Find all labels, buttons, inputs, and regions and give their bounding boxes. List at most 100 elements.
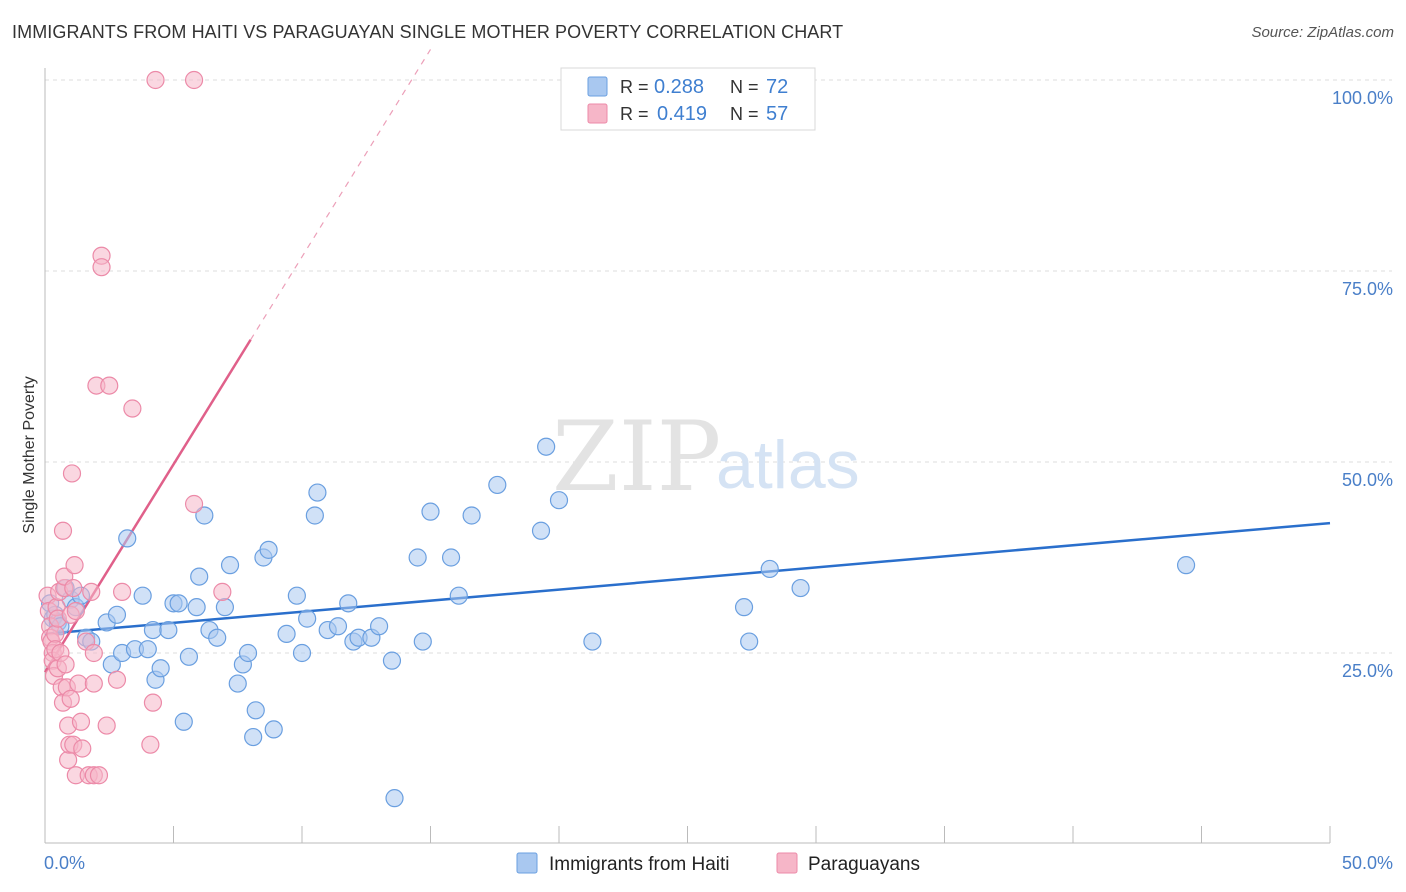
legend-pink-n-value: 57 — [766, 103, 788, 125]
legend-pink-r-label: R = — [620, 104, 649, 124]
data-point — [61, 689, 80, 708]
legend-pink-swatch — [587, 103, 608, 124]
legend-paraguayans-label: Paraguayans — [808, 854, 920, 875]
data-point — [339, 594, 358, 613]
data-point — [123, 399, 142, 418]
data-point — [184, 70, 204, 90]
data-point — [740, 632, 759, 651]
data-point — [89, 766, 109, 785]
data-point — [84, 674, 103, 693]
data-point — [84, 643, 103, 663]
data-point — [69, 674, 88, 693]
data-point — [760, 559, 779, 579]
data-point — [328, 617, 348, 636]
data-point — [138, 640, 157, 659]
x-tick-label-max: 50.0% — [1342, 853, 1393, 873]
legend-blue-swatch — [587, 76, 608, 97]
data-point — [220, 556, 240, 575]
data-point — [305, 506, 324, 525]
data-point — [92, 258, 111, 277]
data-point — [143, 693, 163, 712]
data-point — [298, 609, 317, 628]
data-point — [308, 483, 327, 502]
data-point — [441, 548, 461, 567]
data-point — [259, 540, 278, 559]
data-point — [97, 716, 116, 735]
legend-stats: R = 0.288 N = 72 R = 0.419 N = 57 — [560, 67, 816, 131]
y-tick-label-3: 100.0% — [1332, 88, 1393, 108]
chart-source: Source: ZipAtlas.com — [1251, 24, 1394, 41]
series-paraguayans — [38, 70, 232, 785]
data-point — [238, 643, 258, 663]
trend-line-paraguayans-extension — [250, 49, 432, 341]
data-point — [413, 632, 432, 651]
legend-paraguayans-swatch — [776, 852, 798, 874]
data-point — [549, 491, 569, 510]
data-point — [133, 586, 152, 605]
data-point — [531, 521, 551, 540]
legend-blue-r-value: 0.288 — [654, 76, 704, 98]
data-point — [141, 735, 160, 754]
gridlines — [45, 79, 1392, 654]
data-point — [264, 720, 283, 739]
data-point — [159, 620, 178, 640]
y-tick-labels: 25.0% 50.0% 75.0% 100.0% — [1332, 88, 1393, 681]
data-point — [100, 376, 119, 395]
data-point — [791, 578, 810, 598]
data-point — [107, 605, 127, 624]
watermark-atlas: atlas — [716, 427, 860, 503]
data-point — [228, 674, 247, 693]
data-point — [65, 556, 84, 575]
axes — [44, 68, 1331, 844]
legend-pink-r-value: 0.419 — [657, 103, 707, 125]
watermark: ZIP atlas — [552, 401, 860, 513]
legend-blue-n-value: 72 — [766, 76, 788, 98]
y-tick-label-0: 25.0% — [1342, 661, 1393, 681]
data-point — [287, 586, 306, 605]
data-point — [169, 594, 188, 613]
data-point — [408, 548, 427, 567]
legend-series: Immigrants from Haiti Paraguayans — [516, 852, 920, 875]
legend-haiti-label: Immigrants from Haiti — [549, 854, 730, 875]
data-point — [107, 670, 127, 689]
data-point — [195, 506, 214, 525]
legend-haiti-swatch — [516, 852, 538, 874]
data-point — [215, 598, 234, 617]
trend-line-haiti — [44, 521, 1331, 636]
data-point — [244, 727, 263, 747]
data-point — [46, 624, 65, 644]
y-tick-label-1: 50.0% — [1342, 470, 1393, 490]
data-point — [449, 586, 468, 605]
data-point — [62, 464, 82, 483]
data-point — [734, 598, 754, 617]
data-point — [421, 502, 440, 521]
data-point — [146, 70, 165, 90]
legend-blue-r-label: R = — [620, 77, 649, 97]
trend-lines — [43, 49, 1331, 673]
data-point — [1176, 556, 1196, 575]
data-point — [66, 601, 85, 621]
data-point — [246, 701, 265, 720]
legend-pink-n-label: N = — [730, 104, 759, 124]
data-point — [382, 651, 402, 670]
data-point — [82, 582, 101, 601]
data-point — [59, 750, 78, 770]
x-tick-label-min: 0.0% — [44, 853, 85, 873]
data-point — [292, 643, 312, 663]
y-axis-label: Single Mother Poverty — [21, 376, 38, 533]
data-point — [151, 659, 170, 678]
data-point — [179, 647, 199, 666]
data-point — [370, 617, 389, 636]
data-point — [143, 620, 163, 640]
data-point — [385, 789, 404, 808]
y-tick-label-2: 75.0% — [1342, 279, 1393, 299]
x-tick-labels: 0.0% 50.0% — [44, 853, 1393, 873]
data-point — [583, 632, 602, 651]
data-point — [73, 739, 92, 758]
data-point — [64, 578, 83, 598]
data-point — [174, 712, 193, 731]
data-point — [462, 506, 481, 525]
data-point — [56, 655, 75, 674]
data-point — [277, 624, 296, 644]
data-point — [190, 567, 209, 586]
